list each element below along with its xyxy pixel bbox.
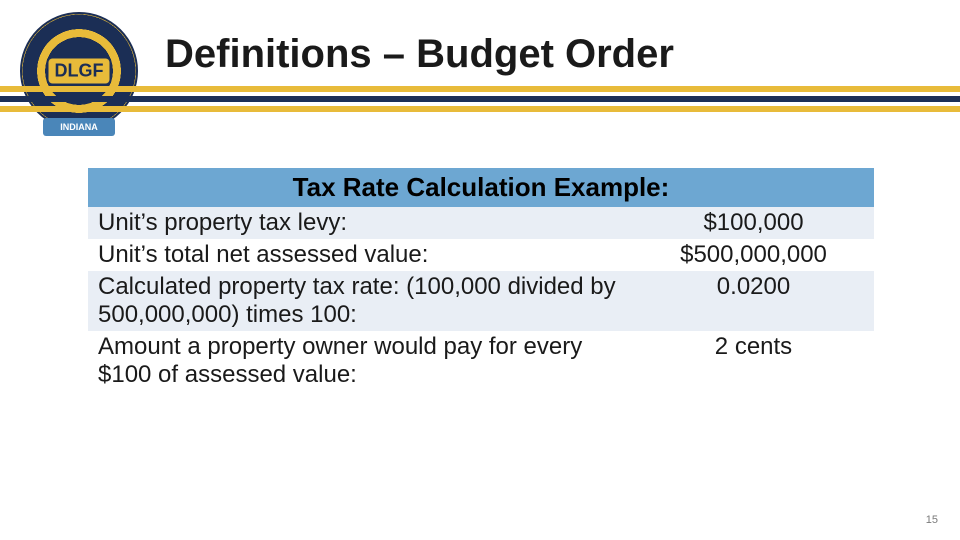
slide: DLGF INDIANA Definitions – Budget Order … xyxy=(0,0,960,540)
page-title: Definitions – Budget Order xyxy=(165,32,674,77)
table-row: Unit’s total net assessed value: $500,00… xyxy=(88,239,874,271)
row-desc: Unit’s property tax levy: xyxy=(88,207,633,239)
row-desc: Amount a property owner would pay for ev… xyxy=(88,331,633,391)
table-row: Unit’s property tax levy: $100,000 xyxy=(88,207,874,239)
row-value: 2 cents xyxy=(633,331,874,391)
table-header: Tax Rate Calculation Example: xyxy=(88,168,874,207)
calculation-table: Tax Rate Calculation Example: Unit’s pro… xyxy=(88,168,874,391)
seal-state-ribbon: INDIANA xyxy=(43,118,115,136)
seal-acronym: DLGF xyxy=(49,59,110,84)
row-desc: Unit’s total net assessed value: xyxy=(88,239,633,271)
row-value: $100,000 xyxy=(633,207,874,239)
dlgf-seal-logo: DLGF INDIANA xyxy=(20,12,138,130)
band-gold-bottom xyxy=(0,106,960,112)
row-value: $500,000,000 xyxy=(633,239,874,271)
table-row: Calculated property tax rate: (100,000 d… xyxy=(88,271,874,331)
table-header-row: Tax Rate Calculation Example: xyxy=(88,168,874,207)
row-value: 0.0200 xyxy=(633,271,874,331)
table-row: Amount a property owner would pay for ev… xyxy=(88,331,874,391)
row-desc: Calculated property tax rate: (100,000 d… xyxy=(88,271,633,331)
divider-bands xyxy=(0,86,960,112)
table-body: Unit’s property tax levy: $100,000 Unit’… xyxy=(88,207,874,391)
page-number: 15 xyxy=(926,514,938,526)
